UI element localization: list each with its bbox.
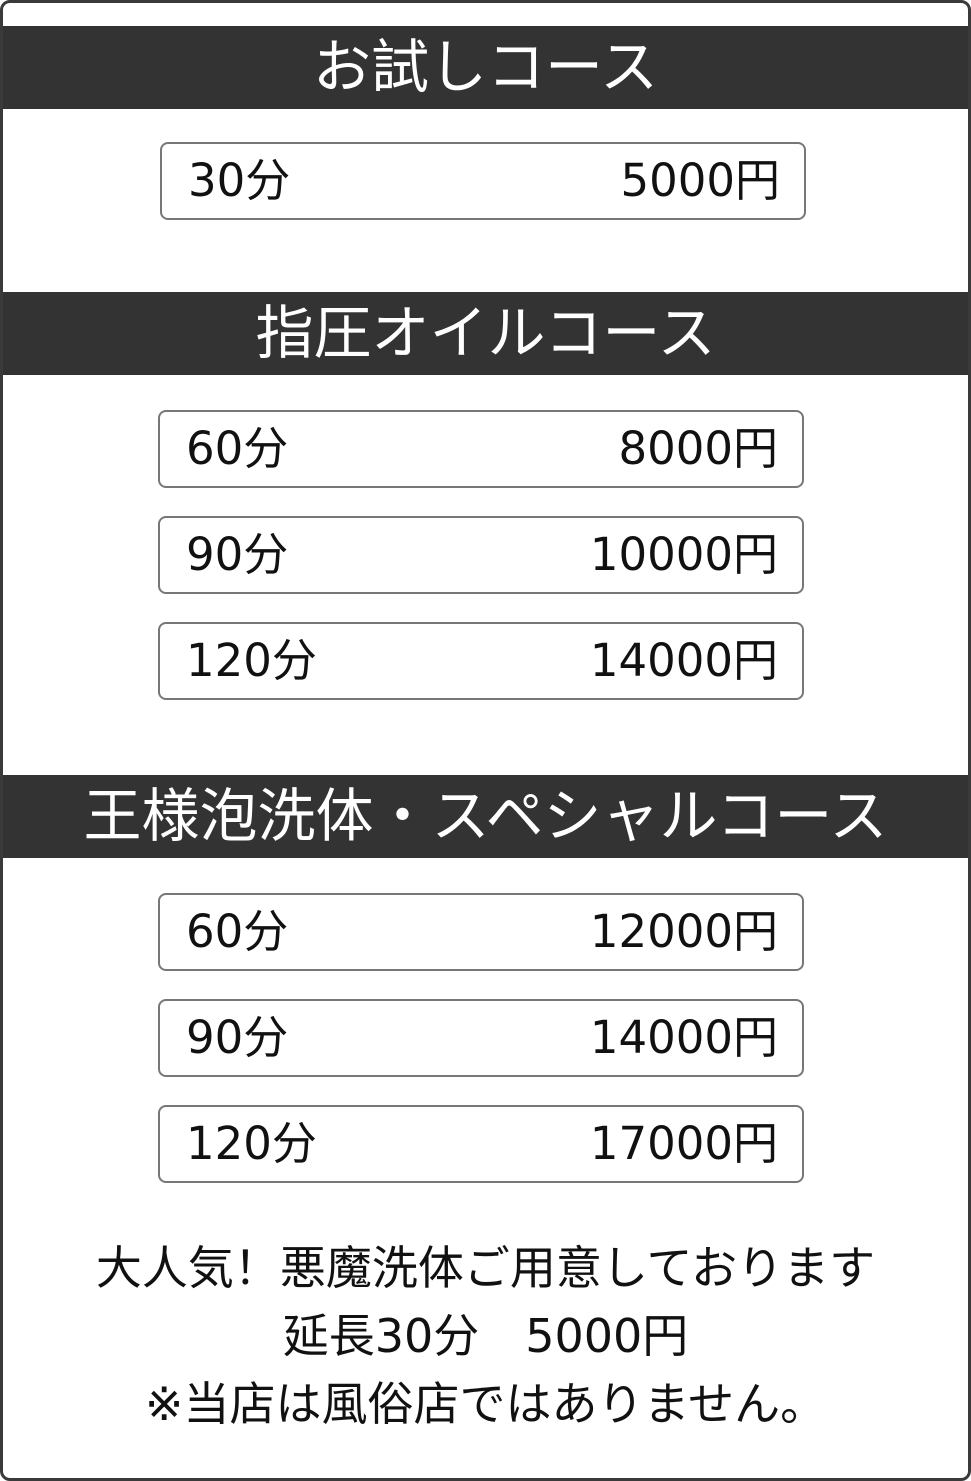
footer-disclaimer: ※当店は風俗店ではありません。 (144, 1377, 827, 1431)
price: 8000円 (618, 422, 778, 475)
footer-popular-note: 大人気！悪魔洗体ご用意しております (95, 1241, 876, 1295)
duration: 60分 (186, 422, 289, 475)
duration: 30分 (188, 154, 291, 207)
duration: 60分 (186, 905, 289, 958)
price-row: 60分 12000円 (158, 893, 804, 971)
price: 14000円 (589, 1011, 778, 1064)
section-title-special: 王様泡洗体・スペシャルコース (3, 775, 968, 858)
duration: 90分 (186, 528, 289, 581)
section-title-trial: お試しコース (3, 26, 968, 109)
footer-extension-price: 延長30分 5000円 (282, 1309, 689, 1363)
duration: 120分 (186, 1117, 317, 1170)
price: 10000円 (589, 528, 778, 581)
price: 5000円 (620, 154, 780, 207)
price-row: 120分 17000円 (158, 1105, 804, 1183)
price-row: 30分 5000円 (160, 142, 806, 220)
price-row: 90分 14000円 (158, 999, 804, 1077)
section-title-shiatsu-oil: 指圧オイルコース (3, 292, 968, 375)
price: 14000円 (589, 634, 778, 687)
duration: 120分 (186, 634, 317, 687)
price-row: 60分 8000円 (158, 410, 804, 488)
price: 12000円 (589, 905, 778, 958)
price-row: 120分 14000円 (158, 622, 804, 700)
price: 17000円 (589, 1117, 778, 1170)
price-row: 90分 10000円 (158, 516, 804, 594)
duration: 90分 (186, 1011, 289, 1064)
